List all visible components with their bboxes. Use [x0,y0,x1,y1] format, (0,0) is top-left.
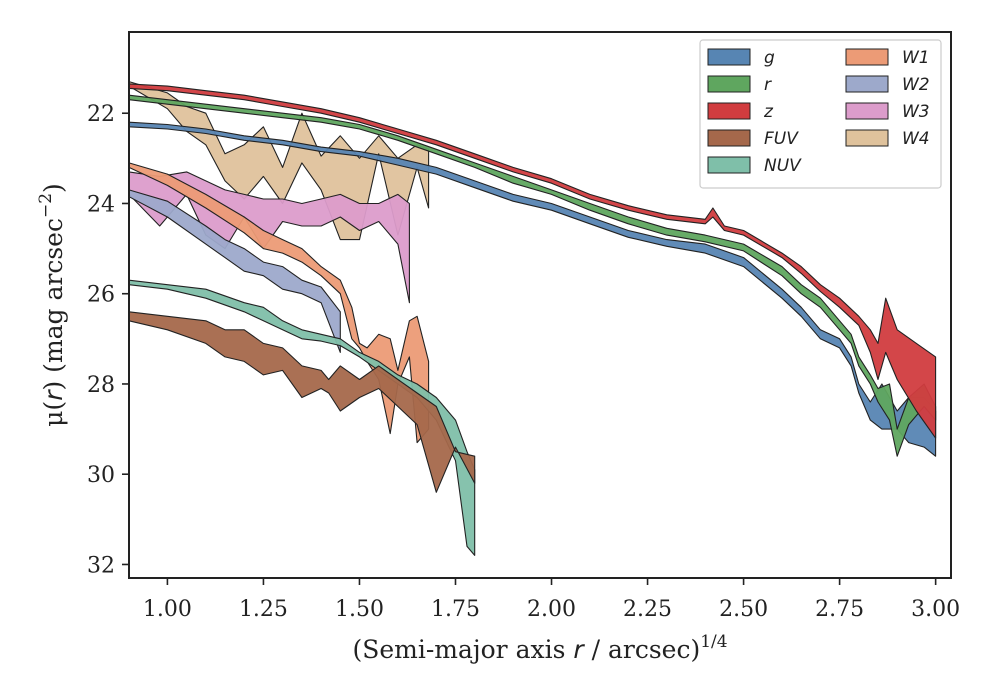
band-w2 [128,189,341,353]
x-tick-label: 3.00 [911,597,960,622]
legend-label-g: g [764,48,775,68]
legend-label-w4: W4 [902,129,930,149]
legend-swatch-fuv [707,129,751,147]
x-axis-label-suffix: / arcsec) [584,635,701,664]
legend-swatch-z [707,102,751,120]
y-axis-label-suffix: ) (mag arcsec [39,218,68,391]
x-tick-label: 2.25 [623,597,672,622]
profile-bands [128,81,937,556]
legend-swatch-g [707,48,751,66]
legend-label-w1: W1 [902,48,930,68]
y-tick-label: 30 [87,463,115,488]
band-z [128,83,937,439]
x-tick-label: 1.00 [143,597,192,622]
x-tick-label: 1.25 [239,597,288,622]
band-g [128,121,937,457]
y-axis-label: μ(r) (mag arcsec−2) [36,183,68,427]
x-tick-label: 2.50 [719,597,768,622]
x-axis-ticks: 1.00 1.25 1.50 1.75 2.00 2.25 2.50 2.75 3.00 [143,578,960,622]
legend-swatch-w1 [845,48,889,66]
band-nuv [128,279,476,556]
x-tick-label: 1.50 [335,597,384,622]
legend-swatch-nuv [707,156,751,174]
legend-label-w3: W3 [902,102,930,122]
y-tick-label: 26 [87,283,115,308]
y-axis-label-prefix: μ( [39,401,68,427]
y-axis-label-var: r [39,389,68,401]
legend-swatch-w2 [845,75,889,93]
y-axis-label-exponent: −2 [36,193,56,218]
y-tick-label: 32 [87,553,115,578]
legend-label-z: z [763,102,774,122]
y-tick-label: 24 [87,192,115,217]
legend: grz FUV NUV W1 W2 W3 W4 [699,39,942,189]
plot-frame [128,31,952,579]
legend-swatch-w4 [845,129,889,147]
legend-label-fuv: FUV [764,129,799,149]
x-tick-label: 1.75 [431,597,480,622]
y-tick-label: 22 [87,102,115,127]
x-axis-label-var: r [573,635,585,664]
y-axis-ticks: 22 24 26 28 30 32 [87,102,129,578]
y-axis-label-close: ) [39,183,68,193]
x-axis-label: (Semi-major axis r / arcsec)1/4 [352,632,727,664]
legend-label-nuv: NUV [764,156,802,176]
y-tick-label: 28 [87,373,115,398]
legend-swatch-r [707,75,751,93]
x-axis-label-exponent: 1/4 [700,632,727,652]
legend-swatch-w3 [845,102,889,120]
legend-label-w2: W2 [902,75,930,95]
band-fuv [128,311,476,493]
x-tick-label: 2.00 [527,597,576,622]
legend-label-r: r [764,75,772,95]
x-tick-label: 2.75 [815,597,864,622]
x-axis-label-prefix: (Semi-major axis [352,635,573,664]
